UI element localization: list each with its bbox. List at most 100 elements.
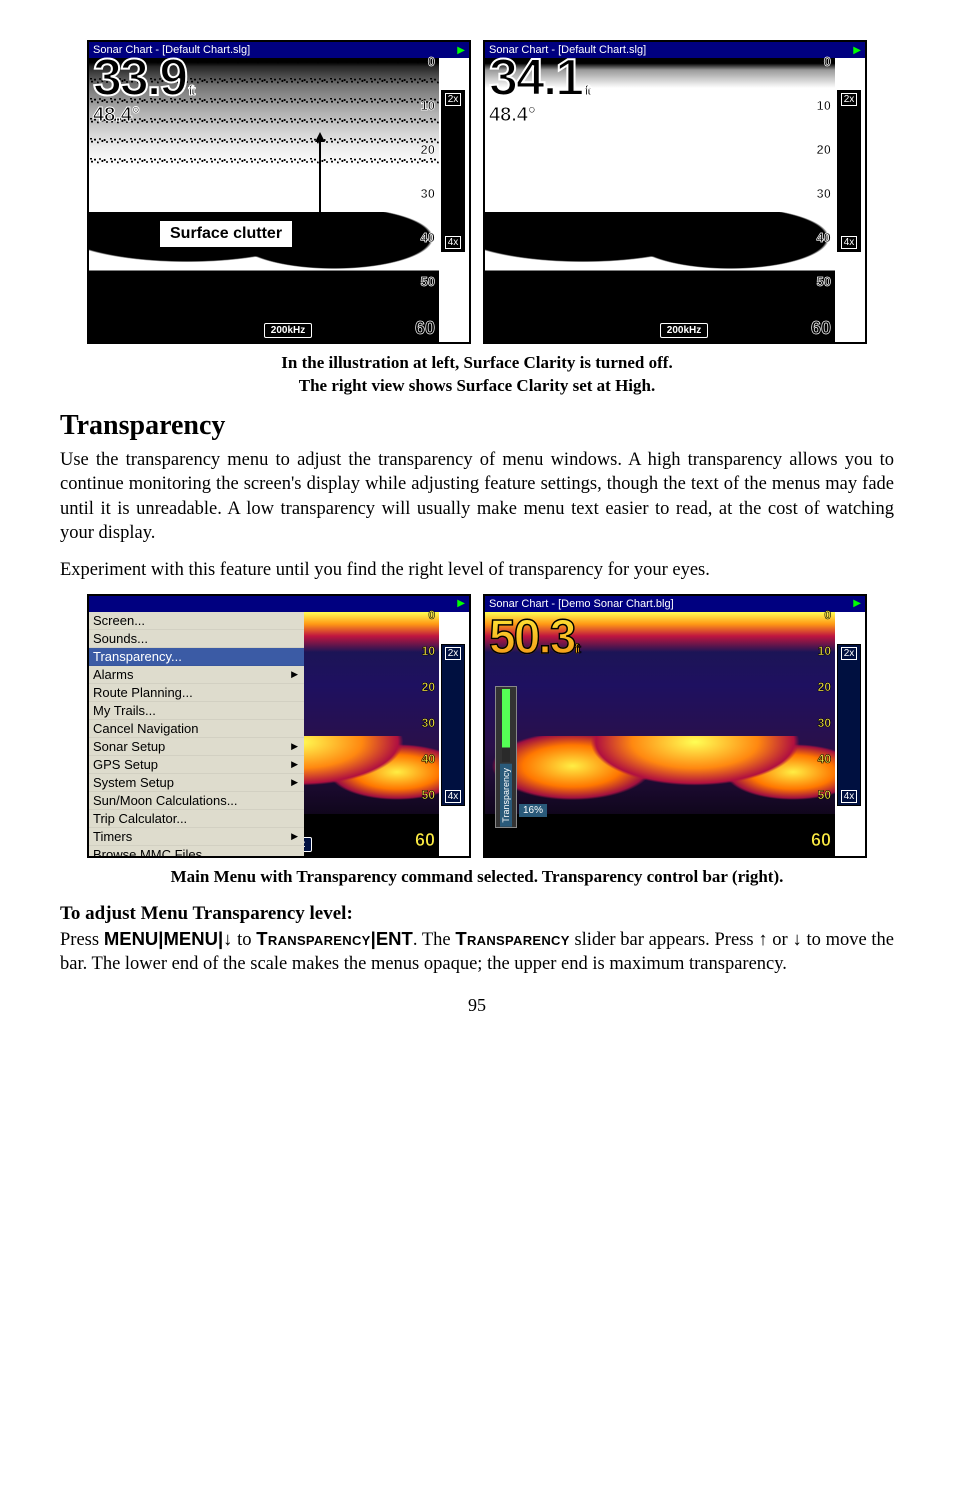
tick: 10 <box>817 98 831 113</box>
temp-reading: 48.4° <box>489 104 536 127</box>
menu-item-label: Sonar Setup <box>93 739 165 754</box>
submenu-arrow-icon: ▶ <box>291 669 298 680</box>
zoom-bar: 2x 4x <box>837 644 861 806</box>
tick-0: 0 <box>428 54 435 69</box>
titlebar-text <box>93 598 96 610</box>
tick: 20 <box>817 142 831 157</box>
menu-item[interactable]: Trip Calculator... <box>89 810 304 828</box>
zoom-bar: 2x 4x <box>441 644 465 806</box>
surface-clutter-arrow <box>319 140 321 220</box>
menu-item-label: Sounds... <box>93 631 148 646</box>
tick: 0 <box>824 54 831 69</box>
tick: 60 <box>415 830 435 851</box>
color-bottom <box>485 736 835 856</box>
submenu-arrow-icon: ▶ <box>291 777 298 788</box>
play-icon: ▶ <box>457 45 465 56</box>
main-menu[interactable]: Screen...Sounds... Transparency... Alarms ▶… <box>89 612 304 858</box>
freq-badge: 200kHz <box>264 323 312 338</box>
zoom-bar: 2x 4x <box>441 90 465 252</box>
menu-item[interactable]: Browse MMC Files... <box>89 846 304 858</box>
menu-item[interactable]: Sun/Moon Calculations... <box>89 792 304 810</box>
menu-item[interactable]: Transparency... <box>89 648 304 666</box>
tick-5: 50 <box>421 274 435 289</box>
sonar-slider: Sonar Chart - [Demo Sonar Chart.blg] ▶ 5… <box>483 594 867 858</box>
tick: 30 <box>818 716 831 730</box>
play-icon: ▶ <box>457 598 465 609</box>
slider-track[interactable] <box>502 689 510 762</box>
menu-item-label: Cancel Navigation <box>93 721 199 736</box>
menu-item[interactable]: Sonar Setup ▶ <box>89 738 304 756</box>
tick-3: 30 <box>421 186 435 201</box>
figure1-caption: In the illustration at left, Surface Cla… <box>60 352 894 398</box>
tick-1: 10 <box>421 98 435 113</box>
subsection-heading: To adjust Menu Transparency level: <box>60 903 894 925</box>
menu-item-label: GPS Setup <box>93 757 158 772</box>
tick: 20 <box>818 680 831 694</box>
play-icon: ▶ <box>853 45 861 56</box>
zoom-4x: 4x <box>841 790 858 803</box>
menu-item[interactable]: My Trails... <box>89 702 304 720</box>
zoom-4x: 4x <box>445 236 462 249</box>
menu-item[interactable]: Timers ▶ <box>89 828 304 846</box>
tick: 50 <box>818 788 831 802</box>
tick: 60 <box>811 830 831 851</box>
tick: 20 <box>422 680 435 694</box>
figure1-row: Sonar Chart - [Default Chart.slg] ▶ 33.9… <box>60 40 894 344</box>
zoom-bar: 2x 4x <box>837 90 861 252</box>
tick: 40 <box>818 752 831 766</box>
tick: 30 <box>817 186 831 201</box>
tick: 0 <box>824 608 831 622</box>
tick-2: 20 <box>421 142 435 157</box>
menu-item-label: Transparency... <box>93 649 182 664</box>
zoom-2x: 2x <box>841 93 858 106</box>
menu-item-label: Alarms <box>93 667 133 682</box>
zoom-4x: 4x <box>445 790 462 803</box>
menu-item[interactable]: Screen... <box>89 612 304 630</box>
tick: 60 <box>811 318 831 339</box>
depth-reading: 34.1ft <box>489 56 590 100</box>
slider-label: Transparency <box>500 764 512 827</box>
submenu-arrow-icon: ▶ <box>291 741 298 752</box>
menu-item-label: Timers <box>93 829 132 844</box>
tick: 10 <box>422 644 435 658</box>
menu-item[interactable]: System Setup ▶ <box>89 774 304 792</box>
menu-item-label: System Setup <box>93 775 174 790</box>
surface-clutter-label: Surface clutter <box>159 220 293 248</box>
zoom-2x: 2x <box>841 647 858 660</box>
sonar-left: Sonar Chart - [Default Chart.slg] ▶ 33.9… <box>87 40 471 344</box>
menu-item[interactable]: Route Planning... <box>89 684 304 702</box>
tick-4: 40 <box>421 230 435 245</box>
menu-item-label: Route Planning... <box>93 685 193 700</box>
menu-item-label: My Trails... <box>93 703 156 718</box>
instruction-paragraph: Press MENU|MENU|↓ to Transparency|ENT. T… <box>60 927 894 977</box>
page-number: 95 <box>60 995 894 1016</box>
tick: 0 <box>428 608 435 622</box>
menu-item[interactable]: Sounds... <box>89 630 304 648</box>
zoom-2x: 2x <box>445 93 462 106</box>
titlebar-text: Sonar Chart - [Demo Sonar Chart.blg] <box>489 598 674 610</box>
play-icon: ▶ <box>853 598 861 609</box>
tick: 30 <box>422 716 435 730</box>
tick: 50 <box>422 788 435 802</box>
transparency-slider[interactable]: Transparency <box>495 686 517 828</box>
section-heading: Transparency <box>60 410 894 442</box>
zoom-4x: 4x <box>841 236 858 249</box>
figure2-row: ▶ Screen...Sounds... Transparency... Alarm… <box>60 594 894 858</box>
sonar-menu: ▶ Screen...Sounds... Transparency... Alarm… <box>87 594 471 858</box>
depth-reading: 33.9ft <box>93 56 194 100</box>
sonar-right: Sonar Chart - [Default Chart.slg] ▶ 34.1… <box>483 40 867 344</box>
menu-item[interactable]: GPS Setup ▶ <box>89 756 304 774</box>
freq-badge: 200kHz <box>660 323 708 338</box>
menu-item[interactable]: Cancel Navigation <box>89 720 304 738</box>
menu-item[interactable]: Alarms ▶ <box>89 666 304 684</box>
zoom-2x: 2x <box>445 647 462 660</box>
submenu-arrow-icon: ▶ <box>291 831 298 842</box>
slider-value: 16% <box>519 804 547 817</box>
tick: 10 <box>818 644 831 658</box>
tick: 50 <box>817 274 831 289</box>
submenu-arrow-icon: ▶ <box>291 759 298 770</box>
tick: 40 <box>817 230 831 245</box>
menu-item-label: Trip Calculator... <box>93 811 187 826</box>
menu-item-label: Sun/Moon Calculations... <box>93 793 238 808</box>
menu-item-label: Browse MMC Files... <box>93 847 213 858</box>
